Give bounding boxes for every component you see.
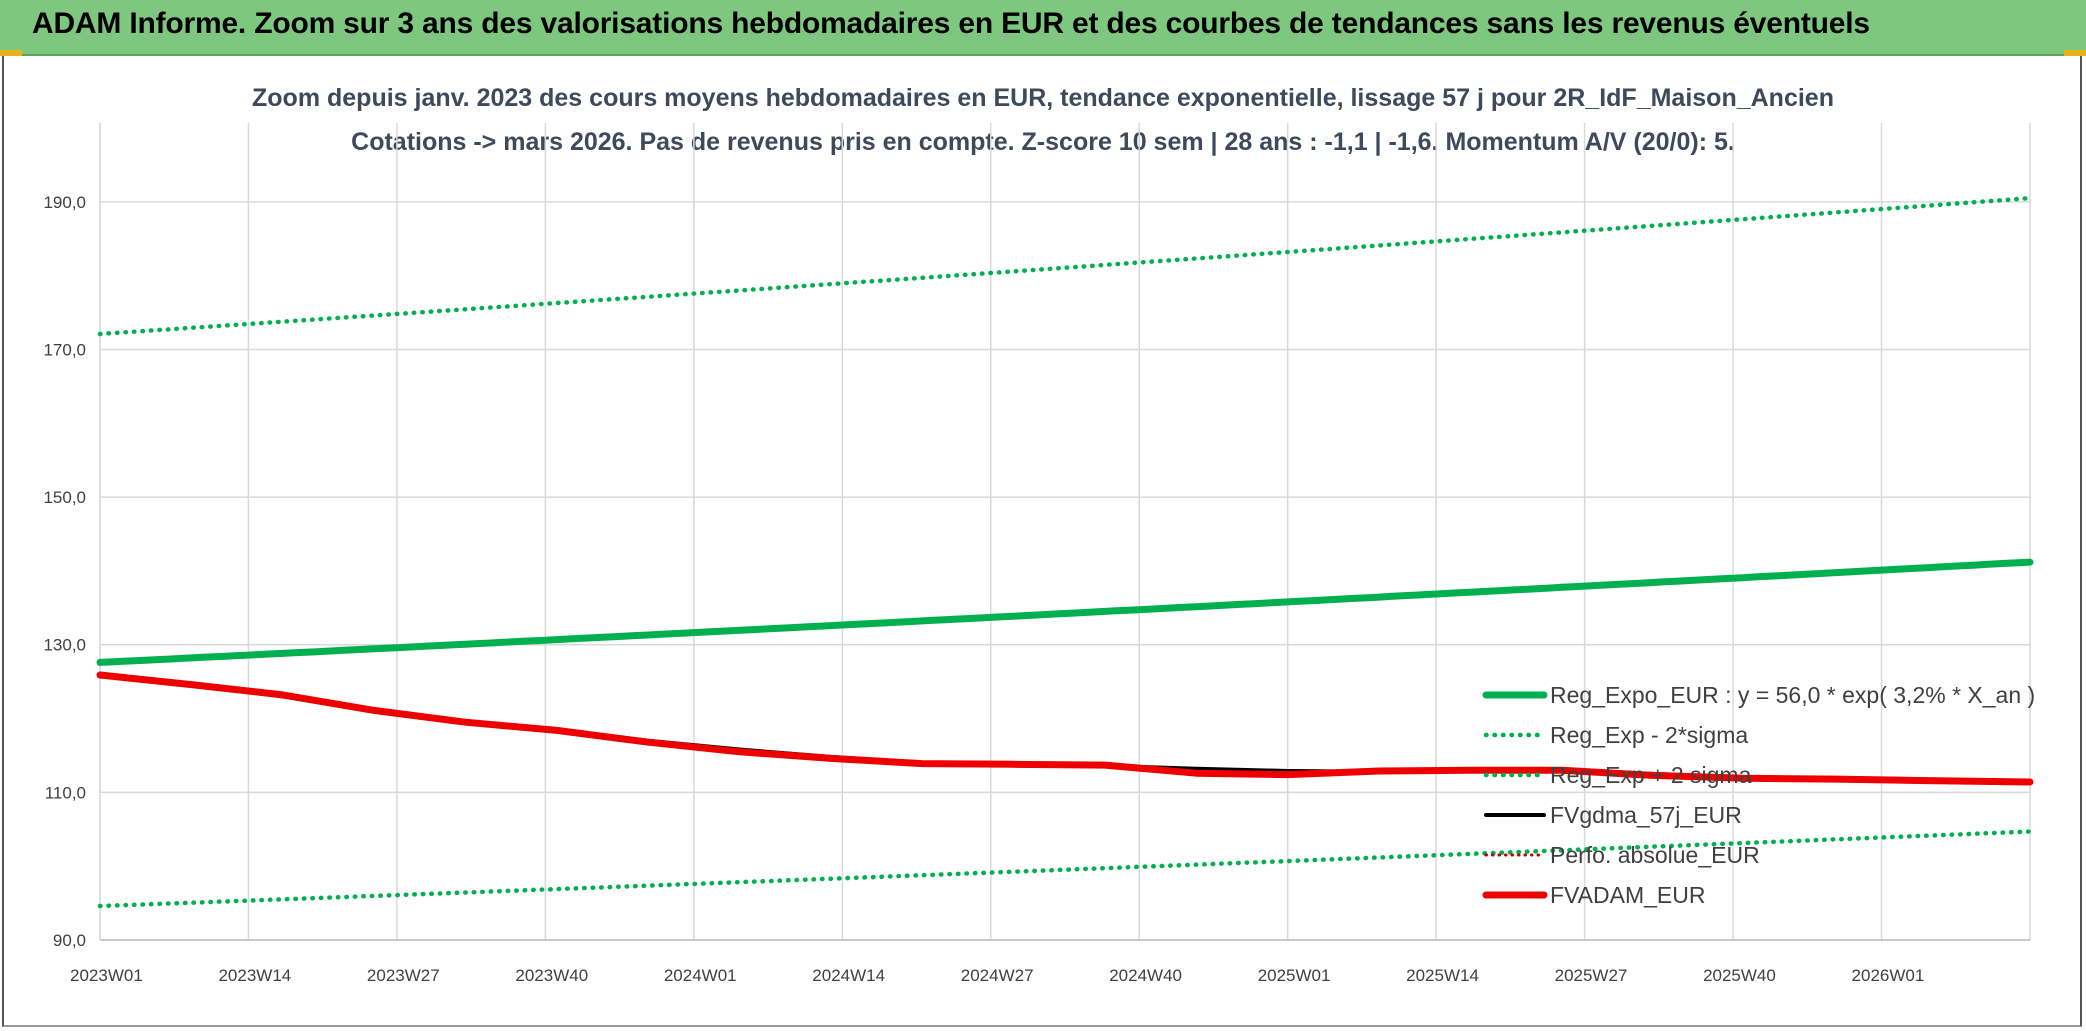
x-tick-label: 2025W14 xyxy=(1406,966,1479,985)
x-tick-label: 2024W27 xyxy=(961,966,1034,985)
series-reg-expo xyxy=(96,558,2034,666)
legend-entry: Reg_Expo_EUR : y = 56,0 * exp( 3,2% * X_… xyxy=(1550,682,2035,708)
x-tick-label: 2025W27 xyxy=(1555,966,1628,985)
series-reg-minus-2sigma xyxy=(97,829,2033,909)
corner-accent-left xyxy=(0,50,22,56)
y-tick-label: 190,0 xyxy=(43,193,86,212)
series-fvadam xyxy=(96,671,2034,786)
series-reg-plus-2sigma xyxy=(97,195,2033,337)
y-tick-label: 130,0 xyxy=(43,636,86,655)
x-tick-label: 2023W01 xyxy=(70,966,143,985)
y-tick-label: 170,0 xyxy=(43,340,86,359)
y-tick-label: 150,0 xyxy=(43,488,86,507)
legend-entry: Perfo. absolue_EUR xyxy=(1550,842,1760,868)
x-tick-label: 2023W40 xyxy=(515,966,588,985)
corner-accent-right xyxy=(2064,50,2086,56)
chart-frame xyxy=(2,56,2082,1027)
x-tick-label: 2026W01 xyxy=(1852,966,1925,985)
x-tick-label: 2024W40 xyxy=(1109,966,1182,985)
chart-subtitle: Cotations -> mars 2026. Pas de revenus p… xyxy=(351,128,1735,156)
report-title: ADAM Informe. Zoom sur 3 ans des valoris… xyxy=(32,7,1870,40)
y-tick-label: 90,0 xyxy=(53,931,86,950)
header-banner: ADAM Informe. Zoom sur 3 ans des valoris… xyxy=(0,0,2086,56)
x-tick-label: 2025W40 xyxy=(1703,966,1776,985)
chart-title: Zoom depuis janv. 2023 des cours moyens … xyxy=(252,84,1834,112)
x-tick-label: 2023W14 xyxy=(218,966,291,985)
legend-entry: FVgdma_57j_EUR xyxy=(1550,802,1742,828)
y-tick-label: 110,0 xyxy=(45,783,86,802)
legend-entry: FVADAM_EUR xyxy=(1550,882,1706,908)
x-tick-label: 2025W01 xyxy=(1258,966,1331,985)
x-tick-label: 2024W14 xyxy=(812,966,885,985)
legend-entry: Reg_Exp - 2*sigma xyxy=(1550,722,1748,748)
x-tick-label: 2024W01 xyxy=(664,966,737,985)
x-tick-label: 2023W27 xyxy=(367,966,440,985)
legend-entry: Reg_Exp + 2 sigma xyxy=(1550,762,1752,788)
